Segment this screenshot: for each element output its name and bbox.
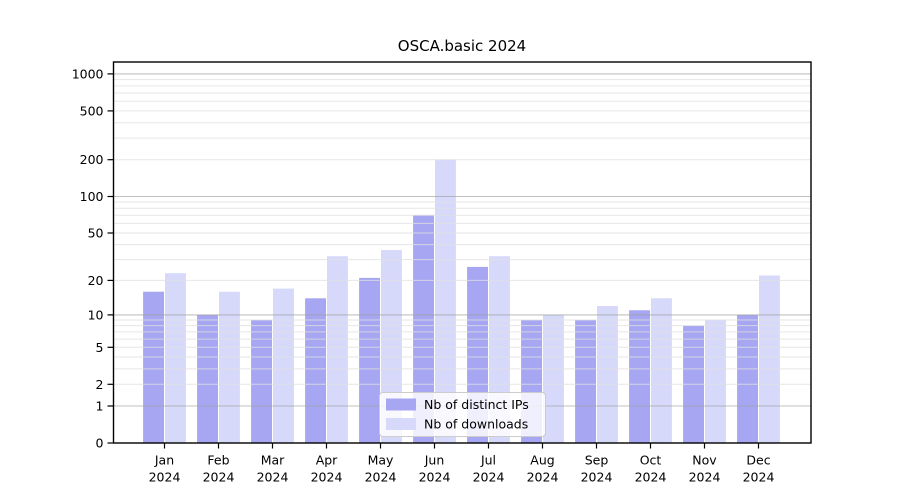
bar-downloads-dec — [759, 275, 780, 443]
bar-ips-dec — [737, 314, 758, 443]
bar-downloads-jun — [435, 159, 456, 443]
chart-title: OSCA.basic 2024 — [398, 37, 526, 55]
x-tick-year-oct: 2024 — [635, 470, 667, 485]
y-tick-label-20: 20 — [88, 273, 104, 288]
y-tick-label-5: 5 — [96, 340, 104, 355]
x-tick-label-mar: Mar — [261, 453, 285, 468]
bar-downloads-aug — [543, 314, 564, 443]
legend-swatch-distinct-ips — [386, 398, 416, 411]
bar-downloads-mar — [273, 288, 294, 443]
y-tick-label-500: 500 — [80, 103, 104, 118]
x-tick-year-aug: 2024 — [527, 470, 559, 485]
axes-layer — [107, 61, 812, 449]
legend-box — [379, 392, 546, 437]
tick-labels-layer: 0 1 2 5 10 20 50 100 200 500 1000 Jan 2024 Feb 2024 Mar… — [72, 66, 775, 484]
bar-downloads-jan — [165, 273, 186, 443]
bar-ips-oct — [629, 310, 650, 443]
bar-ips-apr — [305, 298, 326, 443]
x-tick-label-jul: Jul — [480, 453, 496, 468]
x-tick-label-aug: Aug — [530, 453, 554, 468]
bar-ips-jun — [413, 215, 434, 443]
y-tick-label-10: 10 — [88, 307, 104, 322]
x-tick-year-nov: 2024 — [689, 470, 721, 485]
x-tick-label-jan: Jan — [154, 453, 174, 468]
x-tick-year-apr: 2024 — [311, 470, 343, 485]
x-tick-label-oct: Oct — [640, 453, 662, 468]
x-tick-label-feb: Feb — [207, 453, 229, 468]
legend-swatch-downloads — [386, 418, 416, 430]
legend: Nb of distinct IPs Nb of downloads — [379, 392, 546, 437]
x-tick-year-jun: 2024 — [419, 470, 451, 485]
x-tick-year-dec: 2024 — [743, 470, 775, 485]
bar-downloads-nov — [705, 320, 726, 443]
bar-ips-mar — [251, 320, 272, 443]
bar-downloads-oct — [651, 298, 672, 443]
y-tick-label-0: 0 — [96, 436, 104, 451]
y-tick-label-2: 2 — [96, 377, 104, 392]
bar-ips-feb — [197, 314, 218, 443]
x-tick-year-mar: 2024 — [257, 470, 289, 485]
x-tick-label-jun: Jun — [424, 453, 445, 468]
bar-downloads-apr — [327, 256, 348, 443]
plot-border — [112, 61, 812, 444]
x-tick-label-sep: Sep — [585, 453, 609, 468]
x-tick-label-nov: Nov — [692, 453, 717, 468]
y-tick-label-100: 100 — [80, 189, 104, 204]
gridlines-layer — [113, 73, 811, 407]
legend-label-downloads: Nb of downloads — [424, 417, 528, 432]
x-tick-year-feb: 2024 — [203, 470, 235, 485]
y-tick-label-1000: 1000 — [72, 66, 104, 81]
y-tick-label-1: 1 — [96, 399, 104, 414]
x-tick-year-jan: 2024 — [149, 470, 181, 485]
legend-label-distinct-ips: Nb of distinct IPs — [424, 397, 529, 412]
bar-ips-may — [359, 277, 380, 443]
x-tick-label-dec: Dec — [746, 453, 770, 468]
x-tick-label-may: May — [368, 453, 394, 468]
x-tick-year-sep: 2024 — [581, 470, 613, 485]
x-tick-year-may: 2024 — [365, 470, 397, 485]
y-tick-label-50: 50 — [88, 226, 104, 241]
y-tick-label-200: 200 — [80, 152, 104, 167]
bar-downloads-feb — [219, 291, 240, 443]
bar-ips-jan — [143, 291, 164, 443]
x-tick-label-apr: Apr — [316, 453, 338, 468]
x-tick-year-jul: 2024 — [473, 470, 505, 485]
bar-ips-sep — [575, 320, 596, 443]
bar-downloads-sep — [597, 306, 618, 443]
